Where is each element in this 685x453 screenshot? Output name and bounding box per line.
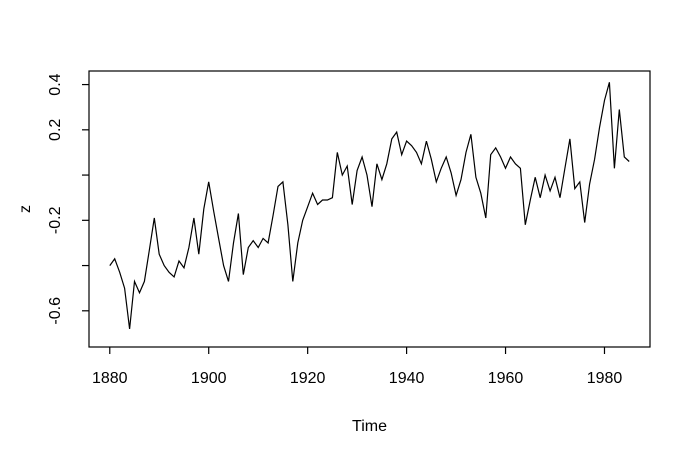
x-tick-label: 1960 xyxy=(488,370,524,387)
series-layer xyxy=(109,82,630,329)
x-tick-label: 1900 xyxy=(191,370,227,387)
y-tick-label: -0.2 xyxy=(47,206,64,234)
x-tick-label: 1980 xyxy=(587,370,623,387)
axis-ticks: 1880 1900 1920 1940 1960 1980 0.4 0.2 -0.2 -0.6 xyxy=(47,73,622,387)
y-tick-label: 0.4 xyxy=(47,73,64,95)
x-tick-label: 1920 xyxy=(290,370,326,387)
x-axis-title: Time xyxy=(352,418,387,435)
y-tick-label: -0.6 xyxy=(47,297,64,325)
x-tick-label: 1880 xyxy=(92,370,128,387)
x-tick-label: 1940 xyxy=(389,370,425,387)
series-line xyxy=(109,82,630,329)
plot-box xyxy=(88,70,651,348)
y-tick-label: 0.2 xyxy=(47,119,64,141)
y-axis-title: z xyxy=(17,205,34,213)
